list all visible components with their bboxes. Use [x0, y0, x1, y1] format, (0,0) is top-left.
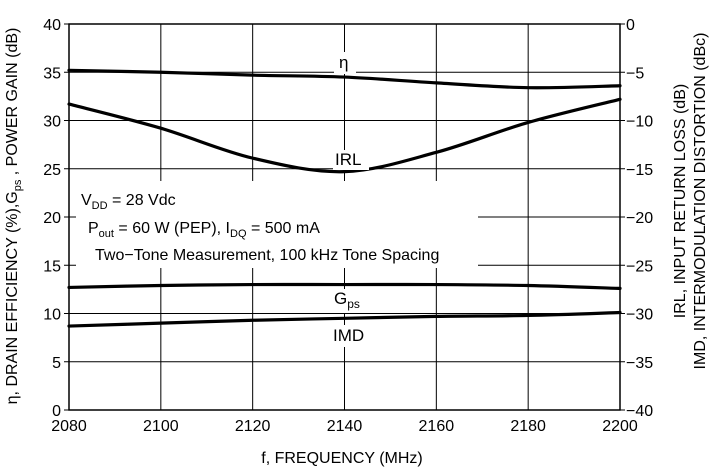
right-tick-label: −20	[626, 210, 653, 227]
left-tick-label: 5	[52, 355, 61, 372]
eta-label-bg	[334, 52, 356, 74]
annotation-two-tone: Two−Tone Measurement, 100 kHz Tone Spaci…	[95, 247, 439, 264]
series	[67, 68, 622, 328]
imd-label-bg	[331, 325, 367, 347]
series-line-eta	[67, 68, 622, 90]
annotation-vdd: VDD = 28 Vdc	[81, 192, 176, 212]
left-tick-label: 15	[43, 258, 61, 275]
left-ticks: 0 5 10 15 20 25 30 35 40	[43, 17, 69, 420]
x-axis-title: f, FREQUENCY (MHz)	[261, 450, 422, 467]
annotation-pout: Pout = 60 W (PEP), IDQ = 500 mA	[88, 220, 320, 240]
x-tick-label: 2160	[419, 418, 455, 435]
right-tick-label: 0	[626, 17, 635, 34]
series-line-irl	[67, 97, 622, 174]
left-tick-label: 10	[43, 307, 61, 324]
x-tick-label: 2140	[327, 418, 363, 435]
x-tick-label: 2180	[510, 418, 546, 435]
x-tick-label: 2080	[51, 418, 87, 435]
series-label-imd: IMD	[333, 326, 364, 345]
left-tick-label: 40	[43, 17, 61, 34]
left-tick-label: 20	[43, 210, 61, 227]
x-tick-label: 2100	[143, 418, 179, 435]
series-label-irl: IRL	[335, 150, 361, 169]
series-line-gps	[67, 282, 622, 291]
right-tick-label: −10	[626, 114, 653, 131]
right-axis-title-imd: IMD, INTERMODULATION DISTORTION (dBc)	[692, 33, 709, 370]
left-tick-label: 35	[43, 65, 61, 82]
right-tick-label: −35	[626, 355, 653, 372]
gps-label-bg	[330, 289, 366, 313]
x-tick-label: 2120	[235, 418, 271, 435]
left-axis-title: η, DRAIN EFFICIENCY (%),Gps , POWER GAIN…	[4, 28, 24, 405]
right-axis-title-irl: IRL, INPUT RETURN LOSS (dB)	[672, 84, 689, 318]
left-tick-label: 0	[52, 403, 61, 420]
series-label-eta: η	[339, 53, 348, 72]
annotation-background	[76, 181, 478, 268]
right-tick-label: −25	[626, 258, 653, 275]
left-tick-label: 25	[43, 162, 61, 179]
right-tick-label: −15	[626, 162, 653, 179]
series-line-imd	[67, 310, 622, 328]
irl-label-bg	[333, 150, 369, 170]
left-tick-label: 30	[43, 114, 61, 131]
right-tick-label: −30	[626, 307, 653, 324]
right-ticks: −40 −35 −30 −25 −20 −15 −10 −5 0	[620, 17, 653, 420]
right-tick-label: −40	[626, 403, 653, 420]
x-tick-label: 2200	[602, 418, 638, 435]
x-ticks: 2080 2100 2120 2140 2160 2180 2200	[51, 418, 638, 435]
right-tick-label: −5	[626, 65, 644, 82]
series-label-gps: Gps	[334, 289, 360, 311]
